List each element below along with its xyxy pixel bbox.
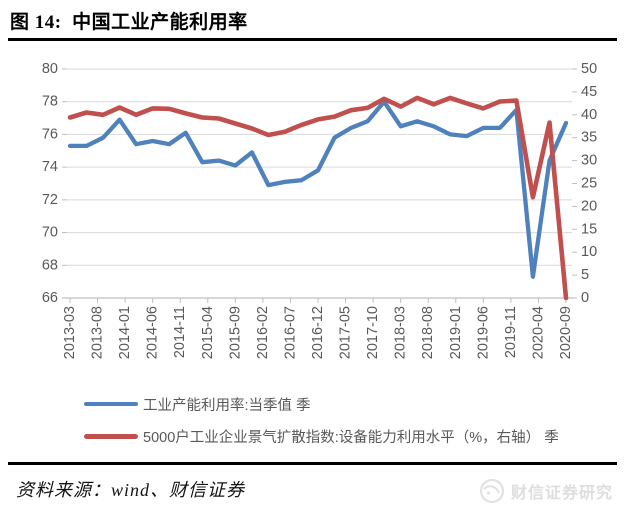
legend-line-swatch-red: [84, 433, 138, 439]
chart-legend: 工业产能利用率:当季值 季 5000户工业企业景气扩散指数:设备能力利用水平（%…: [84, 391, 559, 455]
title-divider: [8, 38, 617, 41]
y-axis-label-right: 45: [581, 84, 597, 100]
y-axis-label-right: 35: [581, 130, 597, 146]
x-axis-label: 2019-06: [475, 306, 491, 359]
bottom-divider: [8, 462, 617, 465]
x-axis-label: 2013-08: [90, 306, 106, 359]
x-axis-label: 2014-06: [145, 306, 161, 359]
x-axis-label: 2019-01: [448, 306, 464, 359]
capacity-utilization-chart: 80 78 76 74 72 70 68 66 50 45 40 35 30 25 20 15 10 5 0 2013…: [0, 40, 625, 390]
x-axis-label: 2017-05: [338, 306, 354, 359]
legend-label: 工业产能利用率:当季值 季: [143, 397, 311, 414]
x-axis-label: 2015-04: [200, 306, 216, 359]
x-axis-label: 2017-10: [365, 306, 381, 359]
x-axis-label: 2018-08: [420, 306, 436, 359]
x-axis-label: 2014-01: [117, 306, 133, 359]
legend-label: 5000户工业企业景气扩散指数:设备能力利用水平（%，右轴） 季: [143, 429, 559, 446]
line-chart-canvas: 8078767472706866504540353025201510502013…: [42, 61, 597, 359]
watermark: 财信证券研究: [479, 478, 613, 504]
y-axis-label-right: 20: [581, 198, 597, 214]
series-line-diffusion-index: [67, 95, 569, 301]
x-axis-label: 2013-03: [62, 306, 78, 359]
caixin-logo-icon: [479, 478, 505, 504]
y-axis-label-left: 72: [42, 192, 58, 208]
y-axis-label-left: 68: [42, 257, 58, 273]
y-axis-label-left: 76: [42, 126, 58, 142]
x-axis-label: 2018-03: [393, 306, 409, 359]
x-axis-label: 2015-09: [227, 306, 243, 359]
y-axis-label-left: 74: [42, 159, 58, 175]
y-axis-label-left: 80: [42, 61, 58, 77]
y-axis-label-right: 10: [581, 244, 597, 260]
watermark-text: 财信证券研究: [510, 485, 613, 502]
source-note: 资料来源：wind、财信证券: [16, 480, 246, 500]
x-axis-label: 2020-04: [530, 306, 546, 359]
x-axis-label: 2020-09: [558, 306, 574, 359]
y-axis-label-right: 30: [581, 153, 597, 169]
x-axis-label: 2016-12: [310, 306, 326, 359]
y-axis-label-left: 78: [42, 94, 58, 110]
legend-line-swatch-blue: [84, 402, 138, 406]
y-axis-label-right: 15: [581, 221, 597, 237]
legend-item-capacity-utilization: 工业产能利用率:当季值 季: [84, 391, 559, 417]
series-line-capacity-utilization: [67, 99, 569, 279]
y-axis-label-right: 5: [581, 267, 589, 283]
x-axis-label: 2016-02: [255, 306, 271, 359]
legend-item-diffusion-index: 5000户工业企业景气扩散指数:设备能力利用水平（%，右轴） 季: [84, 423, 559, 449]
y-axis-label-right: 40: [581, 107, 597, 123]
x-axis-label: 2014-11: [172, 306, 188, 358]
x-axis-label: 2016-07: [282, 306, 298, 359]
y-axis-label-left: 70: [42, 225, 58, 241]
y-axis-label-right: 50: [581, 61, 597, 77]
y-axis-label-right: 25: [581, 176, 597, 192]
y-axis-label-left: 66: [42, 290, 58, 306]
figure-title: 图 14: 中国工业产能利用率: [10, 12, 248, 33]
y-axis-label-right: 0: [581, 290, 589, 306]
x-axis-label: 2019-11: [503, 306, 519, 358]
